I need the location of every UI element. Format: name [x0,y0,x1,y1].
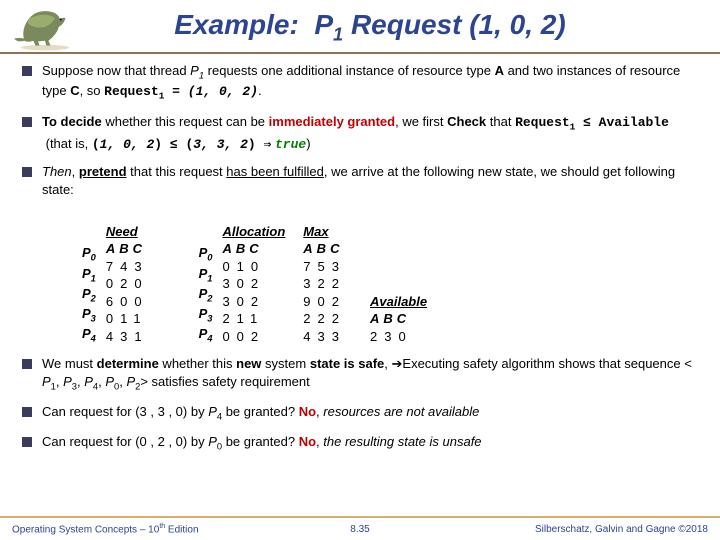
process-label: P2 [199,285,213,305]
bullet-item: Then, pretend that this request has been… [22,163,698,198]
process-label: P4 [82,325,96,345]
process-label: P2 [82,285,96,305]
table-row: 753 [303,258,346,276]
bullet-text: We must determine whether this new syste… [42,355,698,393]
process-label: P0 [82,244,96,264]
process-label: P1 [199,265,213,285]
bullet-item: Can request for (0 , 2 , 0) by P0 be gra… [22,433,698,453]
table-row: 010 [222,258,285,276]
need-header: Need [106,223,149,241]
table-row: 302 [222,293,285,311]
bullet-marker [22,167,32,177]
table-row: 743 [106,258,149,276]
bullet-text: Suppose now that thread P1 requests one … [42,62,698,103]
footer-left: Operating System Concepts – 10th Edition [12,523,199,535]
max-header: Max [303,223,346,241]
process-label: P4 [199,325,213,345]
bullet-text: To decide whether this request can be im… [42,113,698,153]
content-area: Suppose now that thread P1 requests one … [0,54,720,454]
need-table: P0P1P2P3P4 Need ABC 743020600011431 [82,208,149,345]
bullet-text: Then, pretend that this request has been… [42,163,698,198]
bullet-marker [22,117,32,127]
table-row: 302 [222,275,285,293]
table-row: 600 [106,293,149,311]
table-row: 020 [106,275,149,293]
bullet-marker [22,407,32,417]
table-row: 230 [370,328,427,346]
bullet-item: Can request for (3 , 3 , 0) by P4 be gra… [22,403,698,423]
slide-title: Example: P1 Request (1, 0, 2) [90,9,710,46]
slide: Example: P1 Request (1, 0, 2) Suppose no… [0,0,720,540]
available-header: Available [370,293,427,311]
footer-page-number: 8.35 [350,524,369,535]
bullet-marker [22,66,32,76]
dinosaur-image [10,3,80,51]
tables-row: P0P1P2P3P4 Need ABC 743020600011431 P0P1… [82,208,698,345]
process-label: P3 [82,305,96,325]
table-row: 431 [106,328,149,346]
table-row: 433 [303,328,346,346]
footer-right: Silberschatz, Galvin and Gagne ©2018 [535,524,708,535]
alloc-max-avail-table: P0P1P2P3P4 Allocation ABC 01030230221100… [199,208,428,345]
process-label: P0 [199,244,213,264]
header: Example: P1 Request (1, 0, 2) [0,0,720,54]
process-label: P1 [82,265,96,285]
bullet-item: Suppose now that thread P1 requests one … [22,62,698,103]
bullet-marker [22,359,32,369]
table-row: 322 [303,275,346,293]
table-row: 211 [222,310,285,328]
allocation-header: Allocation [222,223,285,241]
process-label: P3 [199,305,213,325]
footer: Operating System Concepts – 10th Edition… [0,516,720,540]
bullet-item: We must determine whether this new syste… [22,355,698,393]
table-row: 011 [106,310,149,328]
bullet-marker [22,437,32,447]
table-row: 222 [303,310,346,328]
bullet-item: To decide whether this request can be im… [22,113,698,153]
bullet-text: Can request for (0 , 2 , 0) by P0 be gra… [42,433,698,453]
table-row: 902 [303,293,346,311]
table-row: 002 [222,328,285,346]
bullet-text: Can request for (3 , 3 , 0) by P4 be gra… [42,403,698,423]
